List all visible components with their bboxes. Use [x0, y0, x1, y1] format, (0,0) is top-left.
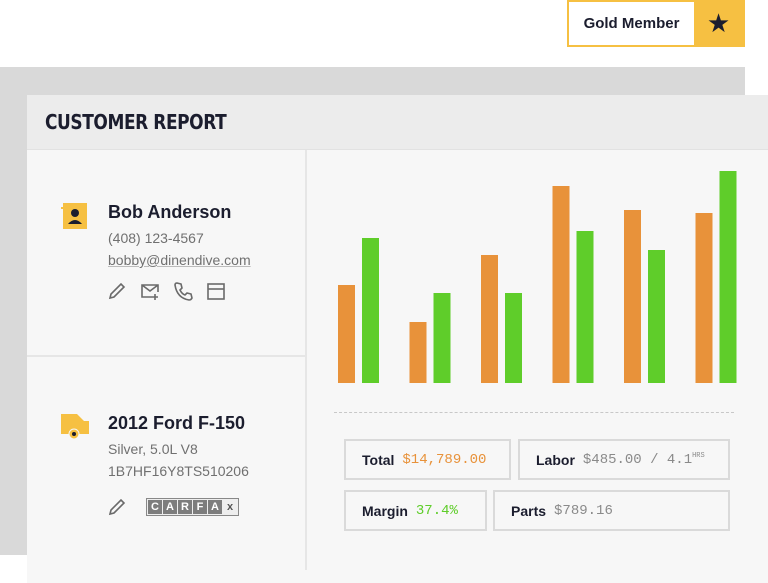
bar-series2-4: [576, 231, 594, 383]
total-value: $14,789.00: [402, 451, 487, 468]
labor-stat: Labor $485.00 / 4.1HRS: [518, 439, 730, 480]
bar-series2-5: [648, 250, 665, 383]
bar-series1-6: [695, 213, 713, 383]
carfax-letter: F: [193, 500, 207, 514]
vehicle-details: Silver, 5.0L V8: [108, 441, 198, 457]
report-title: CUSTOMER REPORT: [45, 110, 227, 134]
labor-value: $485.00 / 4.1: [582, 451, 693, 468]
customer-name: Bob Anderson: [108, 202, 232, 222]
carfax-letter: A: [208, 500, 222, 514]
total-label: Total: [362, 451, 395, 468]
badge-label: Gold Member: [583, 15, 680, 32]
bar-series2-1: [362, 238, 379, 383]
vehicle-section: 2012 Ford F-150 Silver, 5.0L V8 1B7HF16Y…: [27, 357, 307, 570]
customer-phone: (408) 123-4567: [108, 230, 204, 246]
left-panel: Bob Anderson (408) 123-4567 bobby@dinend…: [27, 150, 307, 570]
gold-member-badge: Gold Member ★: [567, 0, 745, 47]
customer-report-card: CUSTOMER REPORT Bob Anderson (408) 123-4…: [27, 95, 768, 583]
labor-unit: HRS: [692, 451, 705, 460]
bar-series2-3: [505, 293, 522, 383]
truck-icon: [61, 414, 89, 440]
phone-icon[interactable]: [173, 281, 193, 301]
carfax-letter: C: [148, 500, 162, 514]
parts-stat: Parts $789.16: [493, 490, 730, 531]
carfax-letter: A: [163, 500, 177, 514]
email-add-icon[interactable]: [140, 281, 160, 301]
calendar-icon[interactable]: [206, 281, 226, 301]
bar-series2-6: [719, 171, 737, 383]
bar-series1-2: [409, 322, 427, 383]
customer-actions: [107, 281, 226, 301]
report-header: CUSTOMER REPORT: [27, 95, 768, 150]
bar-series1-4: [552, 186, 570, 383]
bar-series1-1: [338, 285, 355, 383]
edit-icon[interactable]: [107, 497, 127, 517]
customer-section: Bob Anderson (408) 123-4567 bobby@dinend…: [27, 150, 307, 357]
total-stat: Total $14,789.00: [344, 439, 511, 480]
parts-value: $789.16: [554, 502, 613, 519]
star-icon: ★: [694, 2, 743, 45]
margin-value: 37.4%: [415, 502, 458, 519]
parts-label: Parts: [511, 502, 547, 519]
chart-divider: [334, 412, 734, 413]
bar-series2-2: [433, 293, 451, 383]
carfax-letter: x: [223, 500, 237, 514]
carfax-letter: R: [178, 500, 192, 514]
margin-label: Margin: [362, 502, 408, 519]
vehicle-vin: 1B7HF16Y8TS510206: [108, 463, 249, 479]
labor-label: Labor: [536, 451, 575, 468]
bar-series1-5: [624, 210, 641, 383]
margin-stat: Margin 37.4%: [344, 490, 487, 531]
customer-email[interactable]: bobby@dinendive.com: [108, 252, 251, 268]
bar-chart: [338, 171, 737, 383]
bar-series1-3: [481, 255, 498, 383]
vehicle-title: 2012 Ford F-150: [108, 413, 246, 433]
edit-icon[interactable]: [107, 281, 127, 301]
contact-card-icon: [61, 203, 87, 229]
